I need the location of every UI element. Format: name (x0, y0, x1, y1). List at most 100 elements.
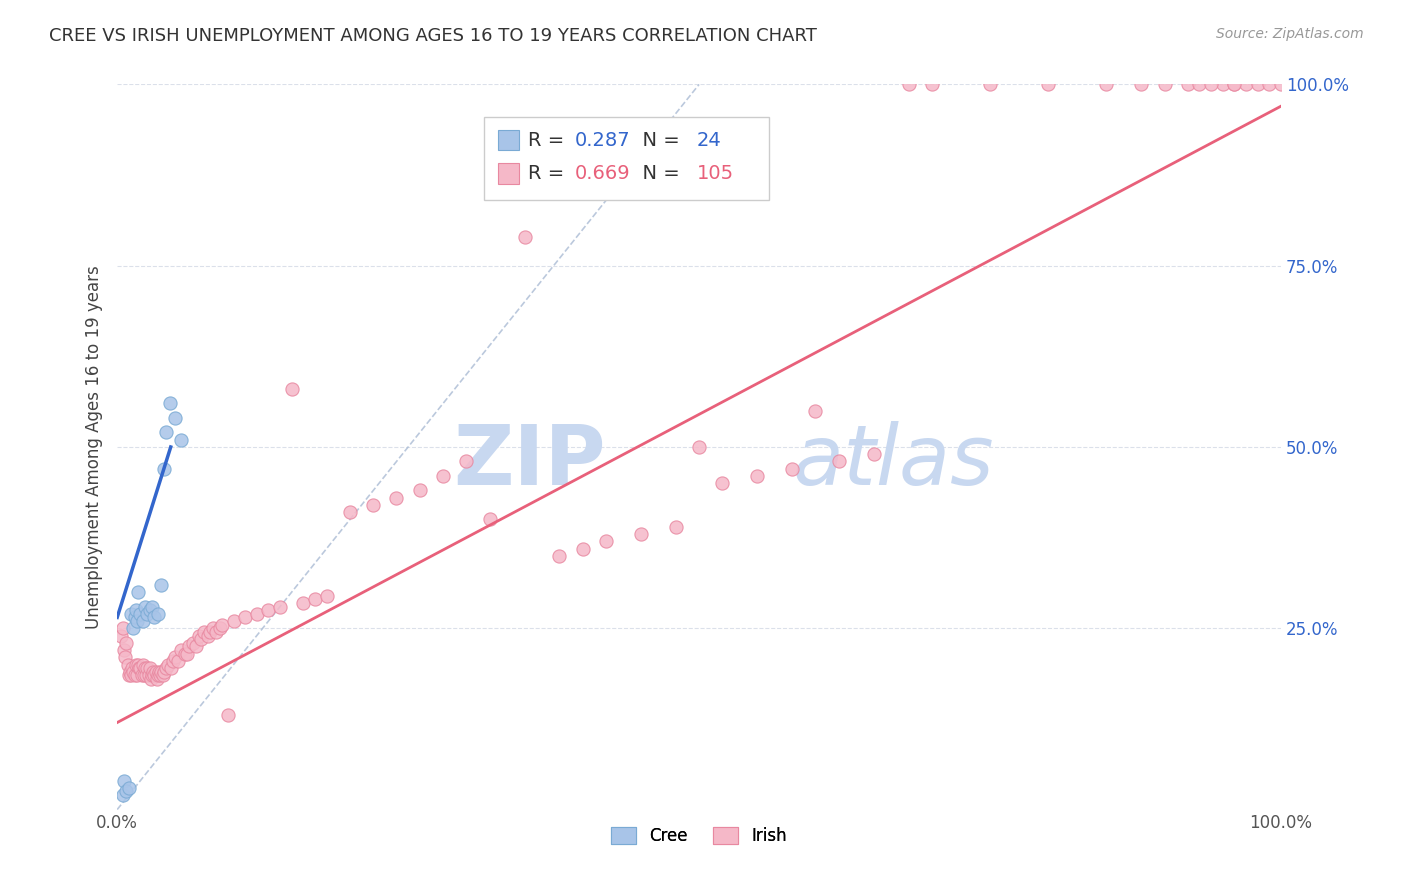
Text: 105: 105 (697, 164, 734, 183)
Point (385, 491, 408, 505)
Point (1212, 78, 1234, 92)
Point (1130, 78, 1153, 92)
Y-axis label: Unemployment Among Ages 16 to 19 years: Unemployment Among Ages 16 to 19 years (86, 265, 103, 629)
Point (124, 610, 146, 624)
Point (1199, 78, 1222, 92)
Point (157, 657, 180, 672)
Point (141, 668, 163, 682)
Point (129, 607, 152, 621)
Point (149, 668, 172, 682)
Point (120, 607, 142, 621)
Point (217, 708, 239, 723)
Point (292, 596, 315, 610)
Point (828, 454, 851, 468)
Point (1234, 78, 1257, 92)
Point (145, 672, 167, 686)
Point (146, 607, 169, 621)
Point (150, 578, 173, 592)
Text: CREE VS IRISH UNEMPLOYMENT AMONG AGES 16 TO 19 YEARS CORRELATION CHART: CREE VS IRISH UNEMPLOYMENT AMONG AGES 16… (49, 27, 817, 45)
Point (1247, 78, 1270, 92)
Point (233, 610, 256, 624)
Point (115, 636, 138, 650)
Point (110, 628, 132, 642)
Text: 24: 24 (697, 131, 721, 150)
Point (124, 668, 146, 682)
Point (132, 668, 155, 682)
Point (630, 527, 652, 541)
Point (804, 403, 827, 417)
Point (146, 668, 169, 682)
Point (208, 621, 231, 635)
Point (304, 592, 326, 607)
Point (139, 672, 162, 686)
Point (112, 773, 135, 788)
Point (281, 382, 304, 396)
Point (132, 657, 155, 672)
Text: R =: R = (529, 131, 571, 150)
Point (165, 411, 187, 425)
Point (571, 541, 593, 556)
Point (197, 628, 219, 642)
Point (780, 461, 803, 475)
Point (193, 624, 215, 639)
Point (159, 661, 181, 675)
Point (155, 661, 177, 675)
Point (121, 661, 143, 675)
Point (128, 661, 150, 675)
Point (111, 621, 134, 635)
Point (862, 447, 884, 461)
Point (127, 585, 149, 599)
Point (136, 661, 159, 675)
Point (688, 440, 710, 454)
Point (1223, 78, 1246, 92)
Point (166, 654, 188, 668)
Point (143, 668, 166, 682)
Text: N =: N = (630, 131, 686, 150)
Point (201, 621, 224, 635)
Point (513, 229, 536, 244)
Point (117, 657, 139, 672)
Text: R =: R = (529, 164, 571, 183)
Text: Source: ZipAtlas.com: Source: ZipAtlas.com (1216, 27, 1364, 41)
Point (145, 665, 167, 679)
Point (132, 614, 155, 628)
Text: 0.287: 0.287 (575, 131, 630, 150)
Point (136, 607, 159, 621)
Point (165, 650, 187, 665)
Point (118, 780, 141, 795)
Point (176, 647, 198, 661)
Point (148, 665, 170, 679)
Point (170, 643, 193, 657)
Point (138, 668, 160, 682)
Point (152, 461, 174, 475)
Point (181, 636, 204, 650)
Point (111, 788, 134, 802)
Text: atlas: atlas (792, 421, 994, 502)
Point (432, 469, 454, 483)
Point (211, 617, 233, 632)
Point (711, 476, 734, 491)
Text: ZIP: ZIP (454, 421, 606, 502)
Point (315, 589, 337, 603)
Point (246, 607, 269, 621)
Point (118, 665, 141, 679)
Point (361, 498, 384, 512)
Point (120, 668, 142, 682)
Point (1258, 78, 1281, 92)
Point (134, 661, 156, 675)
Point (173, 647, 195, 661)
Point (118, 668, 141, 682)
Point (409, 483, 432, 498)
FancyBboxPatch shape (498, 130, 519, 151)
Point (1038, 78, 1060, 92)
Point (1188, 78, 1211, 92)
Point (131, 668, 153, 682)
Point (152, 668, 174, 682)
Text: 0.669: 0.669 (575, 164, 630, 183)
Point (1153, 78, 1175, 92)
Point (127, 657, 149, 672)
Point (170, 433, 193, 447)
Point (595, 534, 617, 549)
Point (143, 610, 166, 624)
Point (114, 650, 136, 665)
